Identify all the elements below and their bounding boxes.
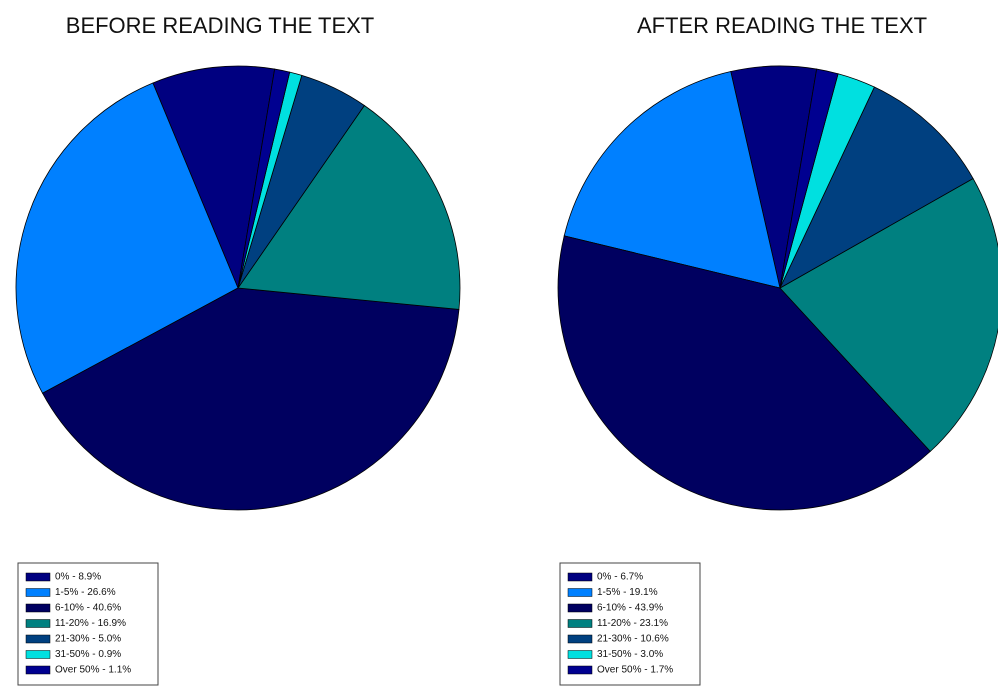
- pie-slice: [563, 71, 781, 289]
- legend-swatch: [567, 603, 593, 613]
- legend-label: 6-10% - 40.6%: [55, 603, 121, 614]
- legend-label: 1-5% - 26.6%: [55, 587, 116, 598]
- legend-label: 0% - 8.9%: [55, 572, 101, 583]
- chart-title: BEFORE READING THE TEXT: [66, 13, 374, 38]
- legend-label: Over 50% - 1.7%: [597, 665, 673, 676]
- legend-label: 0% - 6.7%: [597, 572, 643, 583]
- legend-swatch: [567, 572, 593, 582]
- legend-label: Over 50% - 1.1%: [55, 665, 131, 676]
- legend-swatch: [25, 650, 51, 659]
- legend-swatch: [567, 634, 593, 644]
- legend-swatch: [25, 603, 51, 613]
- legend-box: [559, 562, 701, 686]
- legend-swatch: [25, 619, 51, 628]
- legend-label: 31-50% - 0.9%: [55, 649, 121, 660]
- legend-swatch: [25, 572, 51, 582]
- pie-slice: [41, 287, 460, 511]
- legend-swatch: [567, 650, 593, 659]
- legend-swatch: [567, 588, 593, 597]
- legend-label: 31-50% - 3.0%: [597, 649, 663, 660]
- pie-slice: [15, 82, 239, 394]
- legend-label: 21-30% - 5.0%: [55, 634, 121, 645]
- pie-slice: [779, 177, 998, 452]
- legend-label: 21-30% - 10.6%: [597, 634, 669, 645]
- pie-slice: [237, 68, 291, 289]
- legend-label: 11-20% - 23.1%: [597, 618, 668, 629]
- legend-label: 1-5% - 19.1%: [597, 587, 658, 598]
- chart-title: AFTER READING THE TEXT: [637, 13, 927, 38]
- pie-slice: [152, 65, 276, 290]
- legend-swatch: [567, 619, 593, 628]
- pie-slice: [237, 104, 461, 310]
- pie-slice: [779, 68, 839, 289]
- legend-label: 6-10% - 43.9%: [597, 603, 663, 614]
- legend-swatch: [25, 665, 51, 675]
- legend-swatch: [25, 588, 51, 597]
- pie-slice: [779, 86, 974, 289]
- legend-label: 11-20% - 16.9%: [55, 618, 126, 629]
- pie-slice: [557, 235, 931, 511]
- legend-swatch: [567, 665, 593, 675]
- legend-swatch: [25, 634, 51, 644]
